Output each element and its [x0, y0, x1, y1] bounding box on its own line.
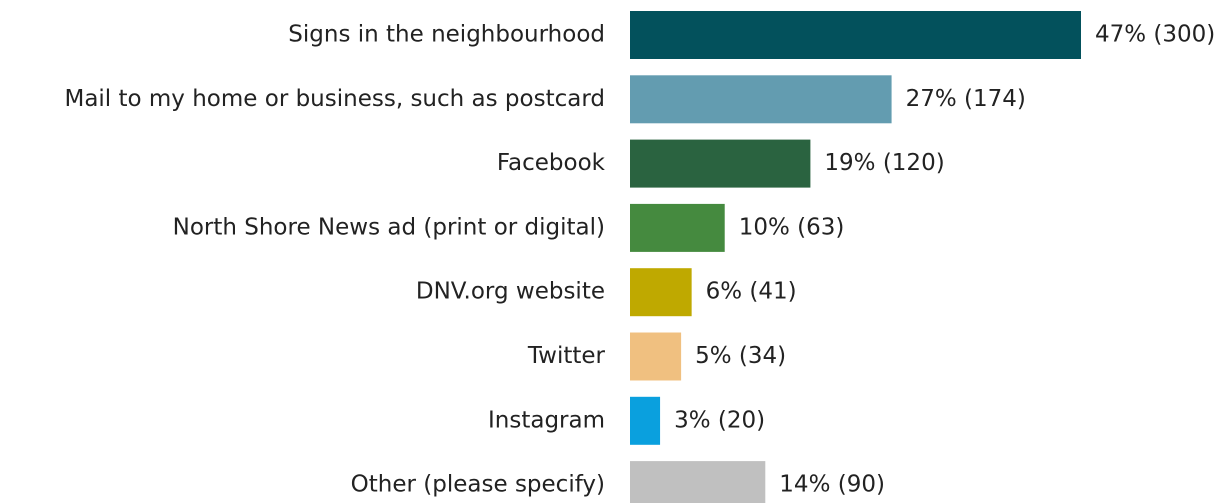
bar	[630, 268, 692, 317]
category-label: Twitter	[527, 343, 606, 369]
value-label: 3% (20)	[674, 407, 765, 433]
value-label: 27% (174)	[906, 86, 1026, 112]
value-label: 6% (41)	[706, 279, 797, 305]
bar	[630, 203, 725, 252]
bar	[630, 461, 766, 503]
category-label: Mail to my home or business, such as pos…	[64, 86, 605, 112]
category-label: North Shore News ad (print or digital)	[173, 214, 605, 240]
bar	[630, 332, 682, 381]
category-label: Signs in the neighbourhood	[288, 22, 605, 48]
category-label: DNV.org website	[416, 279, 605, 305]
value-label: 19% (120)	[824, 150, 944, 176]
value-label: 14% (90)	[779, 472, 885, 498]
bar	[630, 396, 661, 445]
bar	[630, 139, 811, 188]
category-label: Facebook	[497, 150, 606, 176]
category-label: Instagram	[488, 407, 605, 433]
category-label: Other (please specify)	[351, 472, 605, 498]
bar	[630, 11, 1081, 59]
bar	[630, 75, 892, 124]
value-label: 5% (34)	[695, 343, 786, 369]
value-label: 10% (63)	[739, 214, 845, 240]
value-label: 47% (300)	[1095, 22, 1215, 48]
